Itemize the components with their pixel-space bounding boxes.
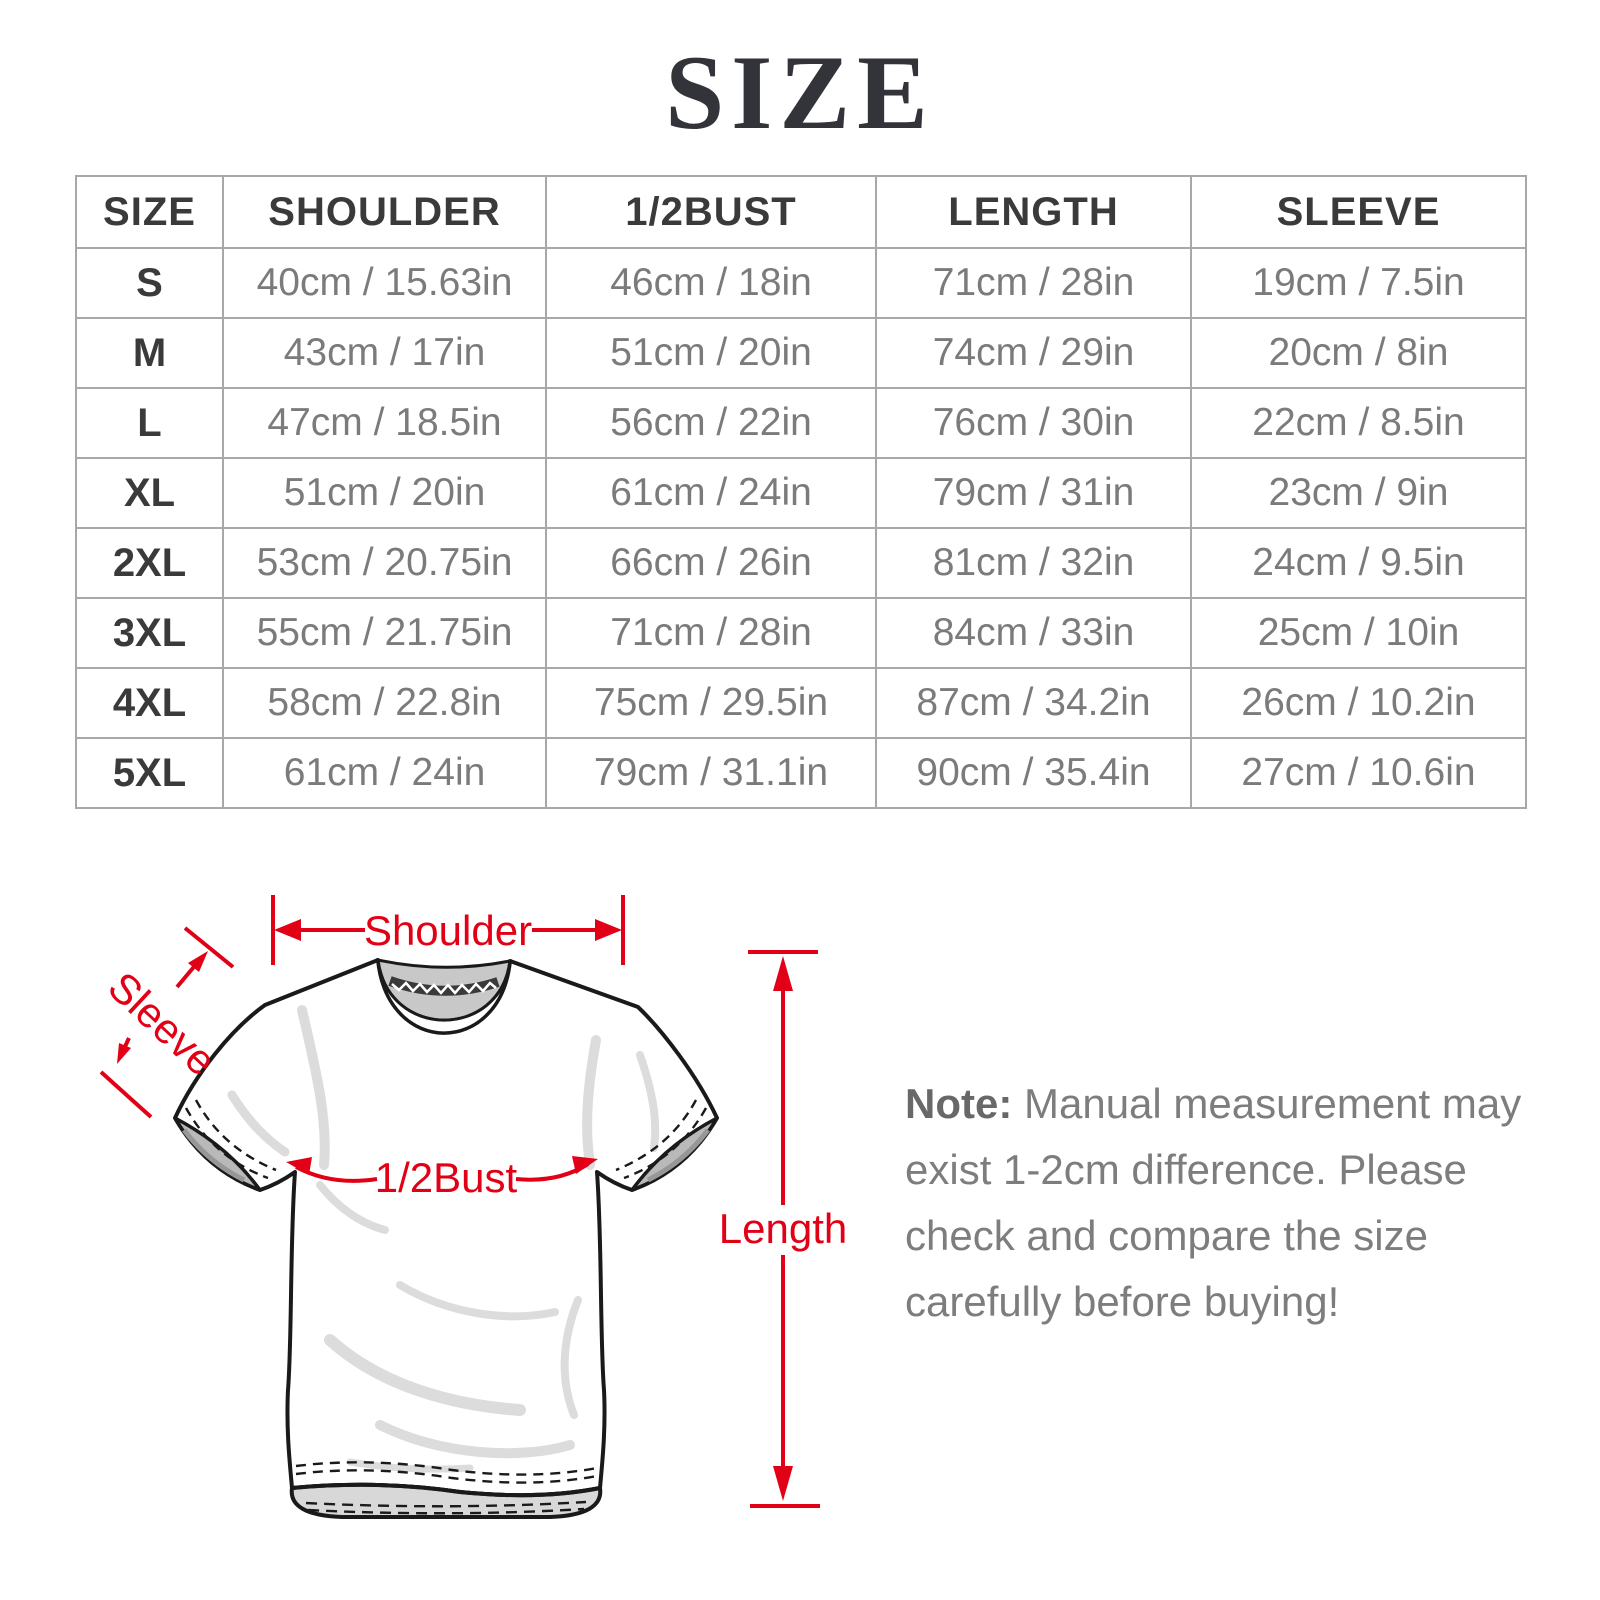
length-cell: 71cm / 28in xyxy=(875,247,1192,319)
column-header-size: SIZE xyxy=(75,175,224,249)
size-cell: 2XL xyxy=(75,527,224,599)
right-sleeve-cuff xyxy=(615,1099,719,1192)
length-label: Length xyxy=(719,1205,847,1252)
size-cell: 5XL xyxy=(75,737,224,809)
table-row: S 40cm / 15.63in 46cm / 18in 71cm / 28in… xyxy=(75,247,1527,319)
length-cell: 74cm / 29in xyxy=(875,317,1192,389)
table-row: 3XL 55cm / 21.75in 71cm / 28in 84cm / 33… xyxy=(75,597,1527,669)
table-row: L 47cm / 18.5in 56cm / 22in 76cm / 30in … xyxy=(75,387,1527,459)
shoulder-cell: 51cm / 20in xyxy=(222,457,547,529)
measurement-note: Note: Manual measurement may exist 1-2cm… xyxy=(905,1071,1525,1335)
table-row: 2XL 53cm / 20.75in 66cm / 26in 81cm / 32… xyxy=(75,527,1527,599)
note-line: exist 1-2cm difference. Please xyxy=(905,1146,1467,1193)
shoulder-label: Shoulder xyxy=(364,907,532,954)
half-bust-arrow: 1/2Bust xyxy=(286,1154,598,1201)
halfbust-cell: 56cm / 22in xyxy=(545,387,877,459)
halfbust-cell: 66cm / 26in xyxy=(545,527,877,599)
length-cell: 76cm / 30in xyxy=(875,387,1192,459)
length-cell: 90cm / 35.4in xyxy=(875,737,1192,809)
column-header-halfbust: 1/2BUST xyxy=(545,175,877,249)
sleeve-cell: 22cm / 8.5in xyxy=(1190,387,1527,459)
shoulder-arrow: Shoulder xyxy=(271,895,625,965)
note-line: check and compare the size xyxy=(905,1212,1428,1259)
sleeve-cell: 19cm / 7.5in xyxy=(1190,247,1527,319)
sleeve-cell: 26cm / 10.2in xyxy=(1190,667,1527,739)
length-cell: 79cm / 31in xyxy=(875,457,1192,529)
column-header-shoulder: SHOULDER xyxy=(222,175,547,249)
size-cell: 4XL xyxy=(75,667,224,739)
half-bust-label: 1/2Bust xyxy=(375,1154,518,1201)
column-header-length: LENGTH xyxy=(875,175,1192,249)
sleeve-cell: 20cm / 8in xyxy=(1190,317,1527,389)
tshirt-body xyxy=(173,958,719,1498)
size-table-body: S 40cm / 15.63in 46cm / 18in 71cm / 28in… xyxy=(75,247,1527,809)
hem xyxy=(289,1461,603,1519)
length-cell: 84cm / 33in xyxy=(875,597,1192,669)
halfbust-cell: 61cm / 24in xyxy=(545,457,877,529)
column-header-sleeve: SLEEVE xyxy=(1190,175,1527,249)
note-line: Note: Manual measurement may xyxy=(905,1071,1525,1137)
table-row: M 43cm / 17in 51cm / 20in 74cm / 29in 20… xyxy=(75,317,1527,389)
table-row: 4XL 58cm / 22.8in 75cm / 29.5in 87cm / 3… xyxy=(75,667,1527,739)
size-cell: L xyxy=(75,387,224,459)
sleeve-cell: 25cm / 10in xyxy=(1190,597,1527,669)
collar-band xyxy=(376,959,512,1035)
size-cell: 3XL xyxy=(75,597,224,669)
length-cell: 87cm / 34.2in xyxy=(875,667,1192,739)
shoulder-cell: 55cm / 21.75in xyxy=(222,597,547,669)
shoulder-cell: 58cm / 22.8in xyxy=(222,667,547,739)
size-cell: M xyxy=(75,317,224,389)
length-arrow: Length xyxy=(719,950,847,1508)
halfbust-cell: 79cm / 31.1in xyxy=(545,737,877,809)
left-sleeve-cuff xyxy=(173,1099,277,1192)
sleeve-cell: 27cm / 10.6in xyxy=(1190,737,1527,809)
collar-tape-zigzag xyxy=(391,981,497,995)
size-table: SIZE SHOULDER 1/2BUST LENGTH SLEEVE S 40… xyxy=(75,175,1527,809)
size-cell: S xyxy=(75,247,224,319)
collar xyxy=(376,958,512,1035)
sleeve-cell: 24cm / 9.5in xyxy=(1190,527,1527,599)
shoulder-cell: 61cm / 24in xyxy=(222,737,547,809)
shoulder-cell: 43cm / 17in xyxy=(222,317,547,389)
tshirt-illustration xyxy=(173,958,719,1519)
size-cell: XL xyxy=(75,457,224,529)
tshirt-measurement-diagram: Shoulder Sleeve 1/2Bust xyxy=(99,895,847,1519)
page-title: SIZE xyxy=(665,34,935,151)
measurement-annotations: Shoulder Sleeve 1/2Bust xyxy=(99,895,847,1508)
size-table-header: SIZE SHOULDER 1/2BUST LENGTH SLEEVE xyxy=(75,175,1527,249)
header-row: SIZE SHOULDER 1/2BUST LENGTH SLEEVE xyxy=(75,175,1527,249)
shoulder-cell: 47cm / 18.5in xyxy=(222,387,547,459)
length-cell: 81cm / 32in xyxy=(875,527,1192,599)
halfbust-cell: 46cm / 18in xyxy=(545,247,877,319)
sleeve-cell: 23cm / 9in xyxy=(1190,457,1527,529)
table-row: XL 51cm / 20in 61cm / 24in 79cm / 31in 2… xyxy=(75,457,1527,529)
sleeve-label: Sleeve xyxy=(99,963,225,1085)
note-text: Manual measurement may xyxy=(1024,1080,1522,1127)
halfbust-cell: 51cm / 20in xyxy=(545,317,877,389)
note-label: Note: xyxy=(905,1080,1013,1127)
shoulder-cell: 40cm / 15.63in xyxy=(222,247,547,319)
shoulder-cell: 53cm / 20.75in xyxy=(222,527,547,599)
note-line: carefully before buying! xyxy=(905,1278,1340,1325)
halfbust-cell: 75cm / 29.5in xyxy=(545,667,877,739)
fabric-wrinkles xyxy=(227,1005,660,1473)
halfbust-cell: 71cm / 28in xyxy=(545,597,877,669)
table-row: 5XL 61cm / 24in 79cm / 31.1in 90cm / 35.… xyxy=(75,737,1527,809)
